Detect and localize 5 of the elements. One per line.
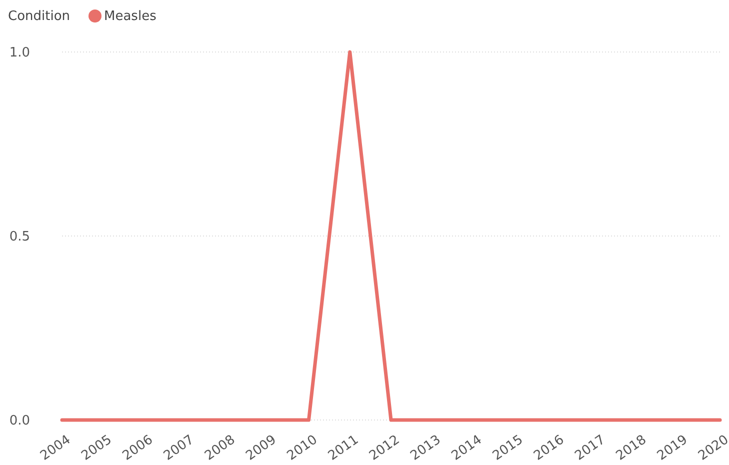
y-tick-label: 0.0: [9, 414, 30, 429]
legend-title: Condition: [8, 9, 70, 24]
y-tick-label: 1.0: [9, 46, 30, 61]
y-tick-label: 0.5: [9, 230, 30, 245]
legend-label: Measles: [104, 9, 157, 24]
